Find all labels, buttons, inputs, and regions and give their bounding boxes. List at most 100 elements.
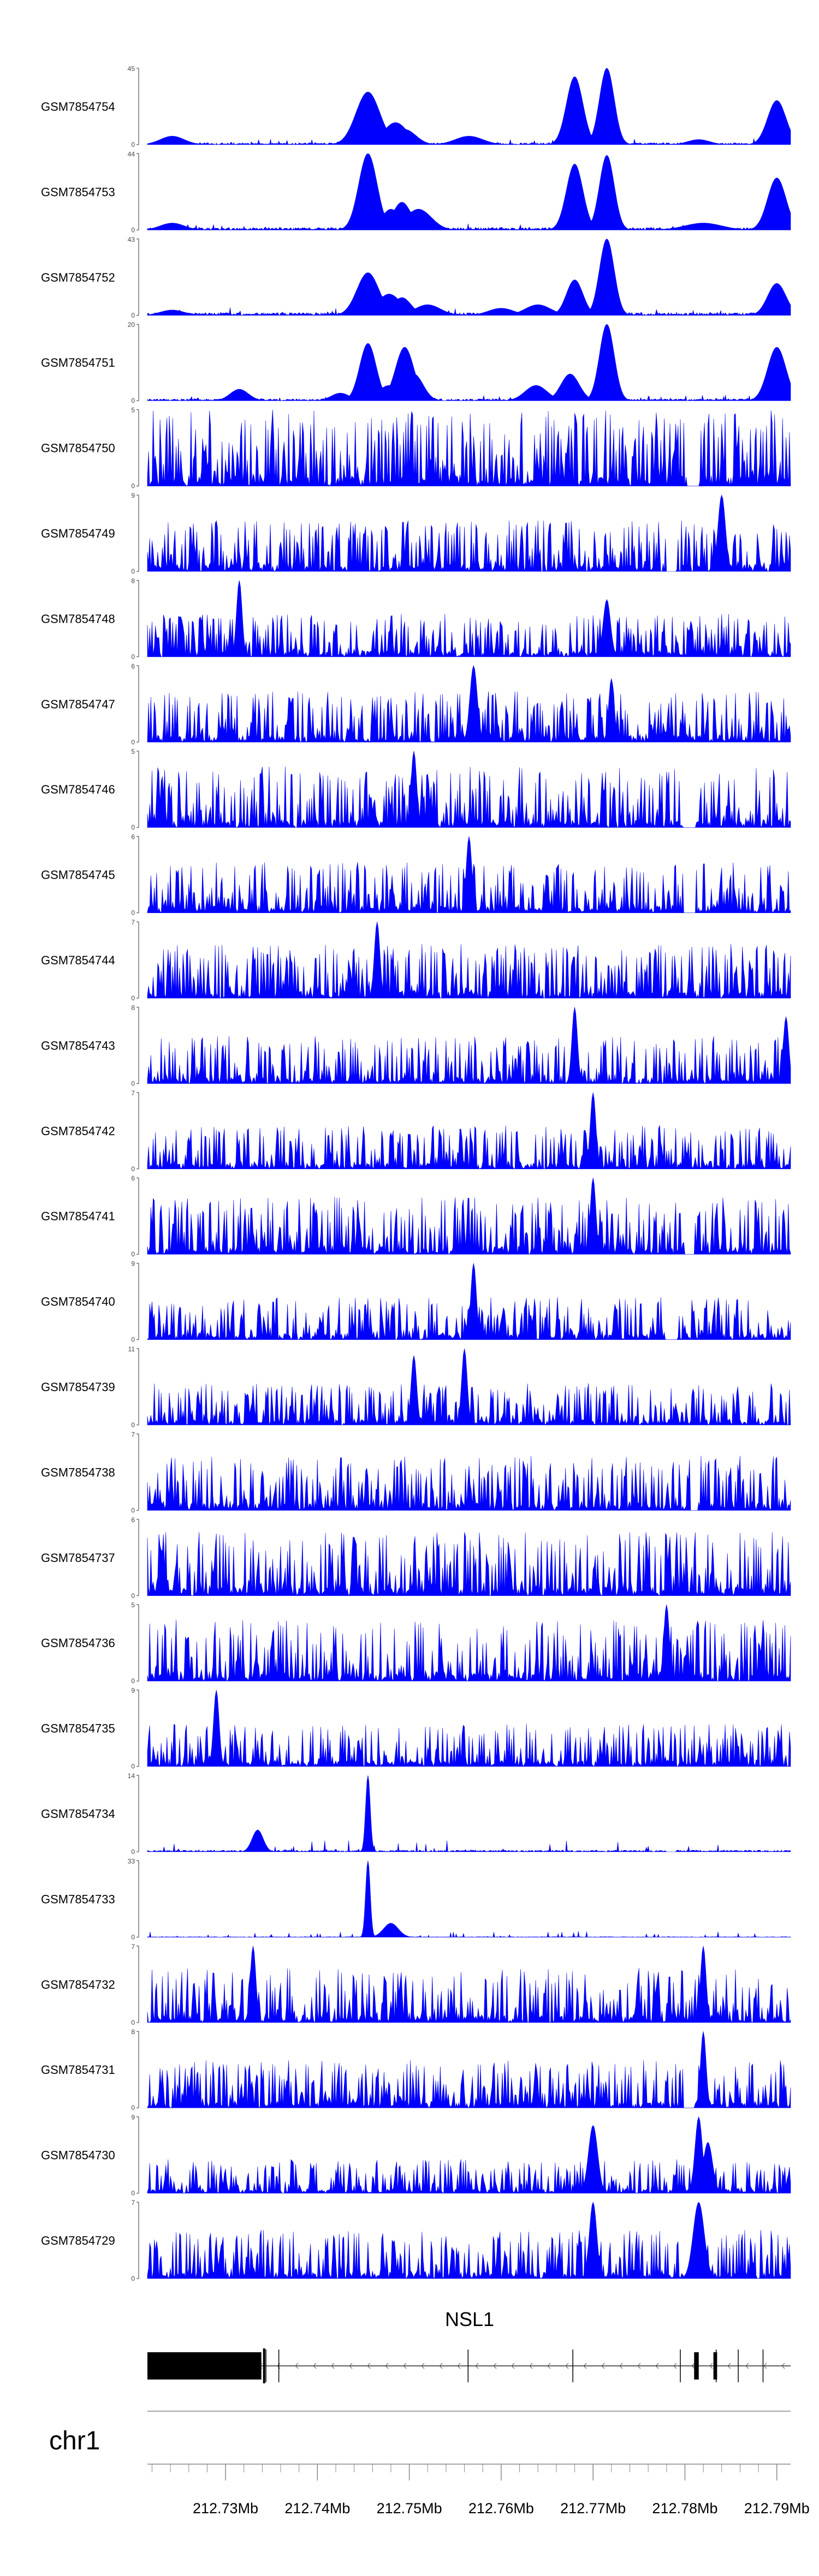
track-y-max-label: 8 [131, 2028, 135, 2036]
strand-arrow [781, 2363, 785, 2369]
track-GSM7854740: GSM7854740 9 0 [41, 1260, 791, 1344]
track-y-max-label: 9 [131, 2114, 135, 2121]
track-GSM7854749: GSM7854749 9 0 [41, 492, 791, 575]
strand-arrow [349, 2363, 353, 2369]
coverage-area [147, 665, 791, 743]
genome-axis-track: chr1 212.73Mb 212.74Mb 212.75Mb 212.76Mb 212… [49, 2411, 810, 2517]
track-y-max-label: 7 [131, 1089, 135, 1097]
track-y-min-label: 0 [131, 738, 135, 746]
track-GSM7854754: GSM7854754 45 0 [41, 65, 791, 148]
strand-arrow [457, 2363, 461, 2369]
strand-arrow [745, 2363, 749, 2369]
track-label: GSM7854753 [41, 185, 115, 199]
track-GSM7854732: GSM7854732 7 0 [41, 1943, 791, 2026]
coverage-area [147, 153, 791, 231]
coverage-area [147, 494, 791, 572]
track-y-max-label: 5 [131, 748, 135, 755]
track-label: GSM7854732 [41, 1978, 115, 1991]
strand-arrow [529, 2363, 533, 2369]
track-y-max-label: 9 [131, 1687, 135, 1695]
track-y-max-label: 14 [128, 1772, 135, 1780]
coverage-area [147, 1007, 791, 1084]
track-y-min-label: 0 [131, 141, 135, 148]
track-GSM7854738: GSM7854738 7 0 [41, 1430, 791, 1514]
track-GSM7854746: GSM7854746 5 0 [41, 748, 791, 831]
track-y-min-label: 0 [131, 482, 135, 490]
track-GSM7854735: GSM7854735 9 0 [41, 1687, 791, 1770]
gene-name-label: NSL1 [445, 2308, 494, 2330]
track-y-min-label: 0 [131, 226, 135, 234]
gene-annotation-track: NSL1 [147, 2308, 791, 2383]
track-label: GSM7854742 [41, 1124, 115, 1138]
track-y-max-label: 6 [131, 1516, 135, 1524]
track-y-max-label: 11 [128, 1345, 135, 1353]
track-GSM7854739: GSM7854739 11 0 [41, 1345, 791, 1429]
track-y-min-label: 0 [131, 397, 135, 404]
coverage-area [147, 324, 791, 401]
coverage-area [147, 1456, 791, 1511]
axis-tick-label: 212.75Mb [377, 2500, 442, 2517]
track-y-min-label: 0 [131, 2275, 135, 2282]
track-y-min-label: 0 [131, 568, 135, 575]
track-GSM7854753: GSM7854753 44 0 [41, 150, 791, 234]
track-GSM7854750: GSM7854750 5 0 [41, 407, 791, 490]
track-y-min-label: 0 [131, 1592, 135, 1600]
strand-arrow [439, 2363, 443, 2369]
strand-arrow [601, 2363, 605, 2369]
track-y-max-label: 6 [131, 1174, 135, 1182]
coverage-area [147, 1178, 791, 1255]
track-label: GSM7854747 [41, 697, 115, 711]
track-label: GSM7854751 [41, 356, 115, 369]
strand-arrow [331, 2363, 335, 2369]
track-y-max-label: 7 [131, 919, 135, 926]
strand-arrow [637, 2363, 641, 2369]
track-y-min-label: 0 [131, 909, 135, 917]
track-GSM7854736: GSM7854736 5 0 [41, 1601, 791, 1685]
track-y-min-label: 0 [131, 1763, 135, 1770]
track-y-min-label: 0 [131, 2019, 135, 2026]
track-label: GSM7854740 [41, 1295, 115, 1309]
track-label: GSM7854736 [41, 1636, 115, 1650]
coverage-area [147, 751, 791, 828]
strand-arrow [547, 2363, 551, 2369]
coverage-area [147, 2201, 791, 2279]
strand-arrow [313, 2363, 317, 2369]
track-label: GSM7854730 [41, 2149, 115, 2162]
track-y-max-label: 33 [128, 1857, 135, 1865]
coverage-area [147, 921, 791, 999]
strand-arrow [493, 2363, 497, 2369]
axis-tick-label: 212.78Mb [652, 2500, 717, 2517]
strand-arrow [367, 2363, 371, 2369]
coverage-area [147, 68, 791, 145]
axis-tick-label: 212.76Mb [468, 2500, 534, 2517]
track-y-max-label: 44 [128, 150, 135, 158]
coverage-area [147, 2116, 791, 2194]
coverage-tracks: GSM7854754450GSM7854753440GSM7854752430G… [41, 65, 791, 2282]
strand-arrow [421, 2363, 425, 2369]
track-y-max-label: 6 [131, 833, 135, 841]
strand-arrow [673, 2363, 677, 2369]
coverage-area [147, 1092, 791, 1170]
track-y-min-label: 0 [131, 312, 135, 319]
track-GSM7854737: GSM7854737 6 0 [41, 1516, 791, 1600]
track-y-min-label: 0 [131, 653, 135, 660]
track-y-min-label: 0 [131, 1165, 135, 1173]
track-GSM7854748: GSM7854748 8 0 [41, 577, 791, 660]
track-y-max-label: 8 [131, 577, 135, 585]
strand-arrow [619, 2363, 623, 2369]
track-label: GSM7854750 [41, 442, 115, 455]
track-label: GSM7854745 [41, 868, 115, 882]
track-y-max-label: 7 [131, 2199, 135, 2207]
track-label: GSM7854738 [41, 1465, 115, 1479]
track-label: GSM7854739 [41, 1380, 115, 1394]
gene-exon [713, 2352, 717, 2380]
strand-arrow [511, 2363, 515, 2369]
coverage-area [147, 836, 791, 914]
track-y-min-label: 0 [131, 1933, 135, 1941]
coverage-area [147, 1348, 791, 1426]
track-y-max-label: 9 [131, 492, 135, 499]
axis-tick-label: 212.73Mb [193, 2500, 258, 2517]
strand-arrow [691, 2363, 695, 2369]
coverage-area [147, 1775, 791, 1852]
